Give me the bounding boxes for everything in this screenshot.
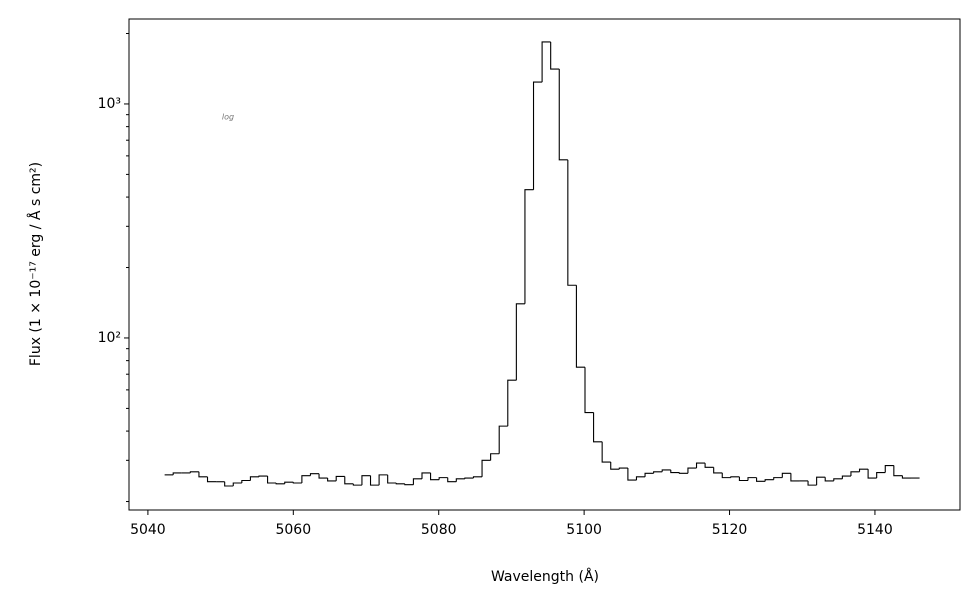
step — [189, 471, 199, 473]
step — [550, 41, 560, 70]
step — [361, 475, 371, 486]
step — [292, 482, 302, 484]
y-tick-label: 10³ — [98, 96, 121, 112]
step — [335, 475, 345, 481]
step — [395, 482, 405, 485]
step — [481, 459, 491, 477]
x-tick-label: 5040 — [130, 522, 166, 538]
step — [575, 285, 585, 368]
step — [369, 475, 380, 486]
step — [884, 464, 894, 473]
step — [258, 475, 268, 477]
step — [901, 475, 911, 479]
x-tick-label: 5120 — [712, 522, 748, 538]
step — [438, 477, 448, 480]
step — [284, 481, 294, 484]
step — [378, 474, 388, 486]
step — [601, 441, 611, 463]
step — [713, 467, 723, 474]
step — [327, 478, 337, 482]
step — [309, 473, 320, 476]
step — [593, 412, 603, 443]
step — [498, 425, 508, 454]
step — [858, 468, 869, 472]
step — [670, 469, 680, 474]
step — [515, 303, 525, 381]
x-tick-label: 5060 — [275, 522, 311, 538]
step — [464, 477, 474, 479]
y-tick-label: 10² — [98, 330, 121, 346]
step — [387, 474, 397, 484]
step — [610, 462, 620, 470]
step — [541, 41, 551, 83]
step — [532, 81, 543, 190]
step — [198, 471, 208, 478]
x-tick-label: 5140 — [857, 522, 893, 538]
plot-frame — [128, 18, 961, 511]
x-axis-label: Wavelength (Å) — [491, 568, 599, 585]
step — [490, 453, 500, 461]
step — [876, 471, 886, 479]
x-tick-label: 5080 — [421, 522, 457, 538]
step — [661, 469, 671, 472]
step — [206, 476, 217, 483]
step — [275, 482, 285, 485]
step — [644, 472, 654, 477]
annotation: log — [222, 113, 234, 122]
step — [747, 477, 757, 481]
step — [430, 472, 440, 481]
step — [318, 473, 328, 479]
step — [678, 472, 688, 474]
step — [224, 481, 234, 487]
step — [824, 477, 834, 482]
step — [421, 472, 431, 479]
step — [241, 479, 251, 483]
step — [404, 483, 414, 486]
step — [344, 476, 354, 485]
step — [893, 465, 903, 477]
step — [352, 483, 362, 486]
step — [267, 476, 277, 484]
step — [850, 471, 860, 477]
step — [807, 480, 817, 486]
step — [704, 463, 714, 468]
step — [558, 69, 568, 161]
step — [653, 471, 663, 474]
step — [816, 476, 826, 486]
step — [472, 476, 483, 479]
step — [455, 478, 465, 482]
step — [249, 476, 259, 481]
step — [773, 477, 783, 480]
step — [790, 473, 800, 482]
step — [756, 477, 766, 482]
step — [635, 476, 646, 481]
step — [627, 468, 637, 481]
step — [867, 469, 877, 479]
step — [447, 477, 457, 483]
step — [172, 472, 182, 475]
step — [301, 475, 311, 483]
step — [687, 467, 697, 474]
step — [584, 367, 594, 414]
step — [524, 189, 534, 304]
step — [841, 475, 851, 479]
step — [695, 462, 706, 469]
step — [567, 159, 577, 286]
step — [764, 479, 774, 482]
step — [618, 467, 628, 470]
step — [507, 379, 517, 427]
step — [730, 476, 740, 478]
step — [721, 472, 731, 479]
step — [781, 472, 791, 478]
x-tick-label: 5100 — [566, 522, 602, 538]
step — [833, 478, 843, 481]
y-axis-label: Flux (1 × 10⁻¹⁷ erg / Å s cm²) — [27, 162, 44, 366]
step — [738, 476, 748, 482]
step — [412, 478, 422, 485]
step — [232, 482, 242, 487]
